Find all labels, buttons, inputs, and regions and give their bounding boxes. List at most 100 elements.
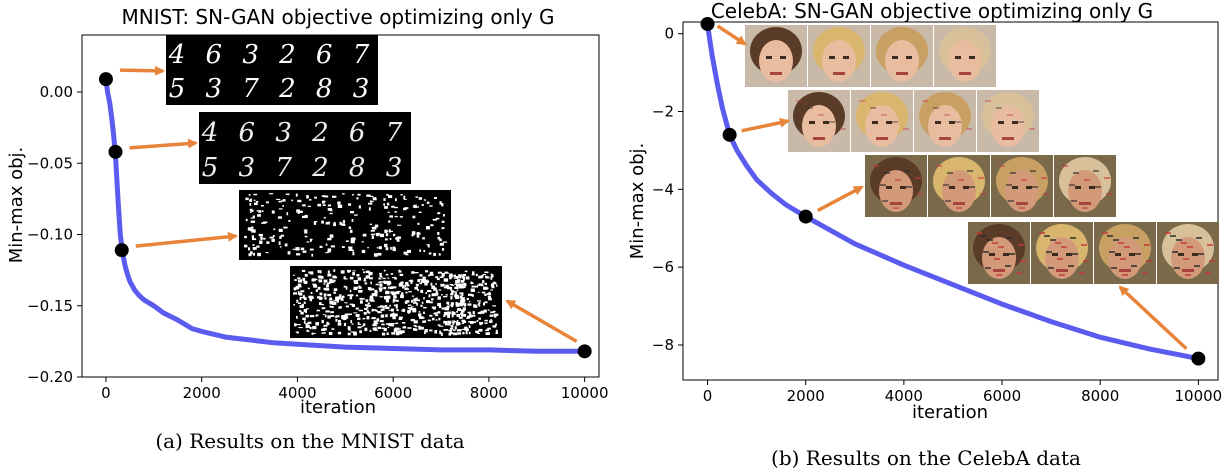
noise-speck xyxy=(373,293,378,296)
x-tick-label: 2000 xyxy=(183,384,221,402)
noise-speck xyxy=(278,241,281,245)
noise-speck xyxy=(429,205,433,207)
noise-speck xyxy=(442,295,448,298)
noise-speck xyxy=(404,207,409,209)
noise-speck xyxy=(392,300,395,303)
noise-speck xyxy=(438,305,442,308)
noise-speck xyxy=(376,233,380,237)
y-tick-label: −2 xyxy=(652,103,674,121)
noise-speck xyxy=(249,198,253,202)
noise-speck xyxy=(296,299,299,303)
noise-speck xyxy=(399,328,401,330)
noise-speck xyxy=(451,312,456,316)
noise-speck xyxy=(342,193,345,195)
noise-speck xyxy=(360,298,365,300)
noise-speck xyxy=(494,313,499,316)
noise-speck xyxy=(312,326,317,330)
x-axis: 0 2000 4000 6000 8000 10000 xyxy=(101,377,608,402)
noise-speck xyxy=(419,316,424,319)
noise-speck xyxy=(319,292,323,296)
noise-speck xyxy=(329,279,334,282)
sample-image-grid: 4 6 3 2 6 7 5 3 7 2 8 3 xyxy=(166,35,378,105)
noise-speck xyxy=(447,323,451,326)
noise-speck xyxy=(315,314,319,317)
noise-speck xyxy=(414,286,418,290)
noise-speck xyxy=(418,328,421,330)
noise-speck xyxy=(353,331,357,333)
noise-speck xyxy=(473,304,476,307)
noise-speck xyxy=(347,313,352,316)
noise-speck xyxy=(418,326,422,330)
noise-speck xyxy=(394,327,400,331)
noise-speck xyxy=(428,274,430,277)
noise-speck xyxy=(357,193,361,196)
noise-speck xyxy=(423,297,425,300)
noise-speck xyxy=(456,289,459,291)
noise-speck xyxy=(395,299,399,302)
noise-speck xyxy=(413,324,417,327)
noise-speck xyxy=(371,288,375,291)
noise-speck xyxy=(477,312,482,315)
noise-speck xyxy=(338,320,341,323)
noise-speck xyxy=(353,288,358,291)
noise-speck xyxy=(426,300,430,304)
noise-speck xyxy=(333,269,336,272)
noise-speck xyxy=(486,328,489,332)
noise-speck xyxy=(418,325,421,328)
noise-speck xyxy=(468,325,471,328)
noise-speck xyxy=(472,271,475,275)
noise-speck xyxy=(411,306,414,308)
noise-speck xyxy=(304,214,308,218)
y-axis: 0.00 −0.05 −0.10 −0.15 −0.20 xyxy=(27,83,82,386)
noise-speck xyxy=(385,299,389,303)
noise-speck xyxy=(323,217,326,219)
noise-speck xyxy=(388,295,391,299)
noise-speck xyxy=(322,200,325,204)
noise-speck xyxy=(450,325,454,328)
noise-speck xyxy=(278,228,283,232)
noise-speck xyxy=(386,230,389,232)
noise-speck xyxy=(427,319,431,322)
noise-speck xyxy=(332,275,336,279)
noise-speck xyxy=(353,286,358,289)
noise-speck xyxy=(330,245,335,248)
sample-image-grid: 4 6 3 2 6 7 5 3 7 2 8 3 xyxy=(199,112,411,184)
noise-speck xyxy=(309,238,313,241)
noise-speck xyxy=(371,308,374,312)
noise-speck xyxy=(368,207,371,211)
noise-speck xyxy=(460,280,465,283)
noise-speck xyxy=(395,331,399,335)
noise-speck xyxy=(299,310,302,312)
noise-speck xyxy=(378,246,382,250)
noise-speck xyxy=(309,326,312,330)
noise-speck xyxy=(383,203,386,206)
noise-speck xyxy=(337,204,343,208)
noise-speck xyxy=(383,280,386,283)
noise-speck xyxy=(317,286,321,290)
noise-speck xyxy=(395,291,400,295)
noise-speck xyxy=(430,282,433,286)
noise-speck xyxy=(335,296,340,300)
noise-speck xyxy=(429,329,433,332)
noise-speck xyxy=(323,195,329,198)
noise-speck xyxy=(309,248,314,251)
noise-speck xyxy=(296,324,301,326)
noise-speck xyxy=(405,253,409,256)
noise-speck xyxy=(357,322,360,325)
noise-speck xyxy=(411,234,415,236)
noise-speck xyxy=(435,217,440,220)
noise-speck xyxy=(424,282,428,286)
noise-speck xyxy=(412,295,414,297)
noise-speck xyxy=(393,295,397,299)
noise-speck xyxy=(466,317,470,319)
noise-speck xyxy=(471,314,476,317)
noise-speck xyxy=(492,325,497,328)
noise-speck xyxy=(457,308,462,311)
sample-digits-row: 4 6 3 2 6 7 xyxy=(168,40,376,70)
data-marker xyxy=(1191,351,1206,366)
noise-speck xyxy=(347,326,351,330)
noise-speck xyxy=(258,210,262,213)
noise-speck xyxy=(398,318,403,320)
noise-speck xyxy=(411,299,413,303)
noise-speck xyxy=(319,270,322,274)
